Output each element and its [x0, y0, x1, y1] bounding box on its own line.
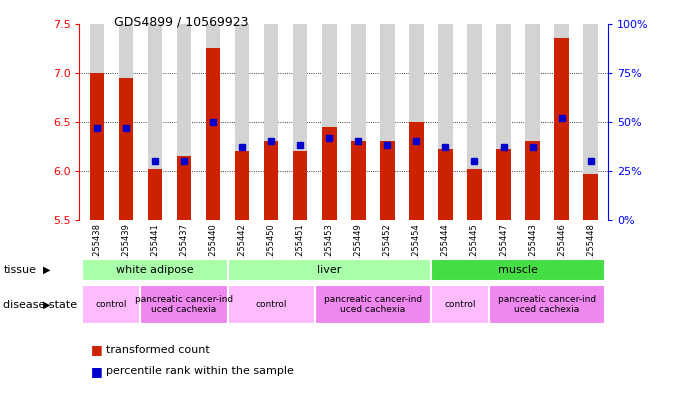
- Bar: [293, 24, 307, 220]
- Bar: [496, 24, 511, 220]
- Bar: [177, 156, 191, 220]
- Bar: [235, 24, 249, 220]
- Bar: [264, 24, 278, 220]
- Bar: [351, 24, 366, 220]
- Bar: [583, 174, 598, 220]
- Text: ■: ■: [91, 365, 103, 378]
- Bar: [554, 24, 569, 220]
- Bar: [90, 73, 104, 220]
- Bar: [438, 24, 453, 220]
- Bar: [438, 149, 453, 220]
- Bar: [431, 285, 489, 324]
- Bar: [496, 149, 511, 220]
- Text: control: control: [444, 300, 475, 309]
- Text: tissue: tissue: [3, 265, 37, 275]
- Bar: [119, 78, 133, 220]
- Bar: [525, 141, 540, 220]
- Bar: [351, 141, 366, 220]
- Text: control: control: [256, 300, 287, 309]
- Bar: [119, 24, 133, 220]
- Bar: [264, 141, 278, 220]
- Text: percentile rank within the sample: percentile rank within the sample: [106, 366, 294, 376]
- Bar: [322, 24, 337, 220]
- Bar: [82, 285, 140, 324]
- Text: white adipose: white adipose: [116, 265, 193, 275]
- Bar: [583, 24, 598, 220]
- Bar: [322, 127, 337, 220]
- Bar: [293, 151, 307, 220]
- Bar: [314, 285, 431, 324]
- Bar: [206, 24, 220, 220]
- Bar: [148, 24, 162, 220]
- Text: pancreatic cancer-ind
uced cachexia: pancreatic cancer-ind uced cachexia: [324, 295, 422, 314]
- Bar: [467, 169, 482, 220]
- Bar: [554, 39, 569, 220]
- Bar: [409, 24, 424, 220]
- Bar: [140, 285, 227, 324]
- Text: pancreatic cancer-ind
uced cachexia: pancreatic cancer-ind uced cachexia: [498, 295, 596, 314]
- Bar: [148, 169, 162, 220]
- Text: control: control: [95, 300, 127, 309]
- Bar: [227, 259, 431, 281]
- Text: GDS4899 / 10569923: GDS4899 / 10569923: [114, 16, 249, 29]
- Text: pancreatic cancer-ind
uced cachexia: pancreatic cancer-ind uced cachexia: [135, 295, 233, 314]
- Bar: [90, 24, 104, 220]
- Bar: [235, 151, 249, 220]
- Bar: [467, 24, 482, 220]
- Bar: [82, 259, 227, 281]
- Text: ▶: ▶: [44, 299, 50, 310]
- Text: liver: liver: [317, 265, 341, 275]
- Text: ■: ■: [91, 343, 103, 356]
- Text: transformed count: transformed count: [106, 345, 209, 355]
- Bar: [177, 24, 191, 220]
- Bar: [206, 48, 220, 220]
- Bar: [380, 24, 395, 220]
- Text: muscle: muscle: [498, 265, 538, 275]
- Bar: [380, 141, 395, 220]
- Bar: [489, 285, 605, 324]
- Text: ▶: ▶: [44, 265, 50, 275]
- Bar: [431, 259, 605, 281]
- Bar: [525, 24, 540, 220]
- Bar: [227, 285, 314, 324]
- Bar: [409, 122, 424, 220]
- Text: disease state: disease state: [3, 299, 77, 310]
